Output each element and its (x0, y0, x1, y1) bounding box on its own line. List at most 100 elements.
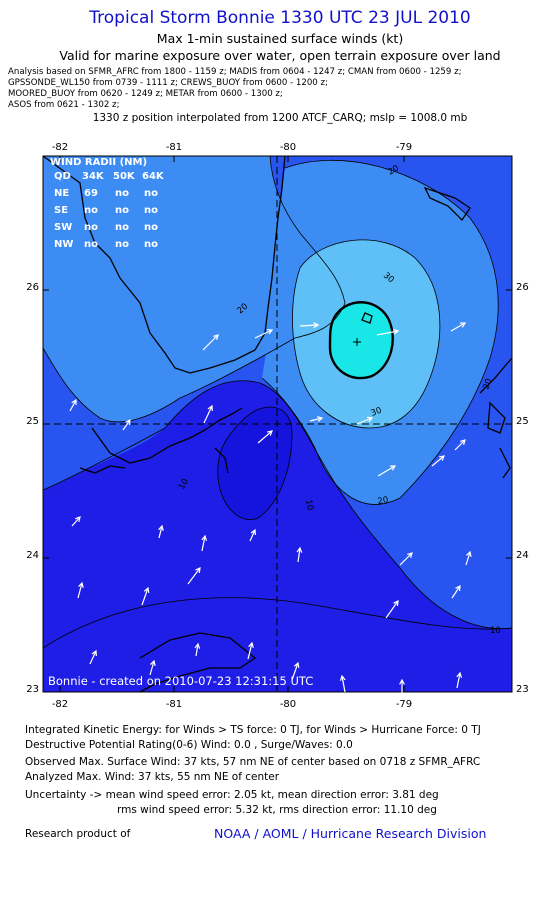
wind-arrow-head (194, 642, 201, 649)
wind-radii-cell: no (84, 239, 98, 250)
max-wind-contour (328, 301, 394, 380)
wind-radii-cell: NE (54, 188, 69, 199)
wind-arrow-head (71, 398, 77, 406)
contour-label: 30 (370, 406, 384, 419)
wind-arrow (69, 399, 77, 412)
wind-radii-cell: no (115, 205, 129, 216)
wind-arrow-head (213, 334, 219, 340)
uncertainty-mean: Uncertainty -> mean wind speed error: 2.… (25, 789, 439, 801)
wind-radii-header: QD (54, 171, 71, 182)
wind-arrow-head (460, 439, 466, 445)
wind-arrow-head (266, 430, 273, 436)
research-product-label: Research product of (25, 828, 131, 840)
wind-arrow (456, 672, 461, 689)
y-tick-right: 26 (516, 282, 529, 293)
wind-radii-cell: no (84, 205, 98, 216)
wind-arrow-head (75, 516, 81, 523)
analyzed-max-wind: Analyzed Max. Wind: 37 kts, 55 nm NE of … (25, 771, 280, 783)
wind-arrow (450, 322, 466, 332)
wind-radii-cell: NW (54, 239, 73, 250)
wind-radii-cell: no (144, 188, 158, 199)
contour-label: 10 (490, 626, 501, 636)
wind-arrow (89, 650, 97, 665)
wind-radii-header: 64K (142, 171, 165, 182)
wind-arrow-head (125, 418, 131, 426)
wind-map: -82 -81 -80 -79 -82 -81 -80 -79 26 25 24… (26, 142, 529, 708)
wind-band-max (330, 302, 393, 379)
wind-radii-cell: no (144, 222, 158, 233)
wind-arrow (356, 417, 373, 425)
wind-arrow-head (366, 416, 374, 423)
storm-center-marker (353, 338, 361, 346)
contour-label: 20 (481, 377, 494, 391)
contour-label: 10 (303, 499, 315, 511)
position-note: 1330 z position interpolated from 1200 A… (92, 112, 468, 124)
data-source-line: MOORED_BUOY from 0620 - 1249 z; METAR fr… (8, 89, 283, 99)
contour-lines (43, 156, 512, 649)
uncertainty-rms: rms wind speed error: 5.32 kt, rms direc… (117, 804, 437, 816)
wind-arrow-head (339, 674, 346, 681)
wind-arrow (254, 329, 273, 339)
map-title: Tropical Storm Bonnie 1330 UTC 23 JUL 20… (89, 8, 471, 28)
wind-arrow-head (150, 659, 156, 667)
wind-arrow-head (313, 322, 320, 329)
data-source-line: Analysis based on SFMR_AFRC from 1800 - … (8, 67, 462, 77)
wind-arrow (202, 334, 219, 351)
wind-arrow-head (399, 678, 405, 685)
coastline (43, 156, 512, 692)
wind-arrow-head (91, 649, 97, 657)
wind-arrow-head (407, 552, 413, 558)
x-tick-top: -80 (280, 142, 296, 153)
y-tick-right: 23 (516, 684, 529, 695)
wind-arrow-head (250, 528, 256, 536)
wind-arrow (291, 662, 299, 681)
wind-arrow (141, 587, 149, 606)
wind-arrow (149, 660, 155, 676)
wind-arrow (195, 643, 199, 657)
wind-arrow (247, 642, 253, 660)
wind-arrow (377, 465, 396, 477)
wind-arrow-head (465, 550, 472, 558)
wind-arrow-head (389, 465, 397, 471)
y-tick-right: 24 (516, 550, 529, 561)
wind-arrow (399, 552, 413, 566)
organization-name: NOAA / AOML / Hurricane Research Divisio… (214, 826, 487, 841)
ike-line: Integrated Kinetic Energy: for Winds > T… (25, 724, 481, 736)
wind-arrow (465, 551, 471, 566)
contour-label: 20 (377, 495, 389, 507)
wind-band-min (217, 406, 292, 520)
x-tick-bottom: -80 (280, 699, 296, 708)
wind-arrow (201, 535, 206, 552)
y-tick-left: 26 (26, 282, 39, 293)
wind-radii-cell: SW (54, 222, 72, 233)
wind-arrow-head (266, 329, 274, 335)
wind-arrow (187, 567, 201, 585)
contour-label: 20 (387, 164, 401, 178)
wind-arrow-head (293, 661, 300, 669)
wind-arrow-head (78, 581, 84, 588)
wind-arrow (385, 600, 399, 619)
contour-label: 10 (177, 477, 191, 491)
wind-arrow (454, 439, 466, 451)
grid-reference-lines (43, 156, 512, 692)
wind-arrow-head (317, 416, 324, 422)
wind-arrow (297, 547, 301, 563)
y-tick-right: 25 (516, 416, 529, 427)
wind-radii-cell: no (144, 239, 158, 250)
wind-arrow (299, 324, 319, 327)
wind-radii-title: WIND RADII (NM) (50, 157, 147, 168)
x-tick-top: -81 (166, 142, 182, 153)
wind-arrow (376, 330, 399, 336)
wind-arrow (77, 582, 83, 599)
wind-radii-table: WIND RADII (NM) QD 34K 50K 64K NE 69 no … (50, 157, 165, 250)
wind-arrow-head (438, 455, 445, 461)
wind-arrow (158, 525, 163, 539)
wind-radii-cell: no (115, 239, 129, 250)
x-tick-top: -79 (396, 142, 412, 153)
data-source-line: GPSSONDE_WL150 from 0739 - 1111 z; CREWS… (8, 78, 328, 88)
y-tick-left: 24 (26, 550, 39, 561)
map-caption: Bonnie - created on 2010-07-23 12:31:15 … (48, 674, 313, 688)
map-subtitle-exposure: Valid for marine exposure over water, op… (59, 48, 501, 63)
wind-radii-cell: no (84, 222, 98, 233)
wind-arrow (122, 419, 131, 431)
